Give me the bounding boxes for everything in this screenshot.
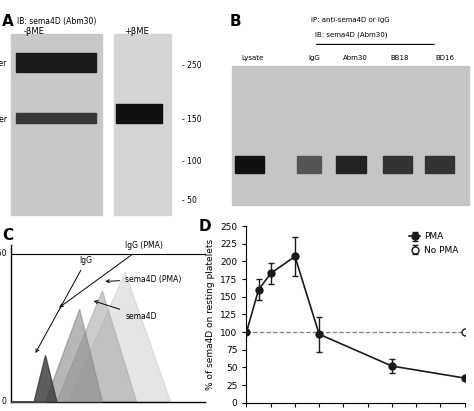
Text: - 50: - 50 [182,196,197,205]
Legend: PMA, No PMA: PMA, No PMA [408,231,460,257]
Bar [11,34,102,215]
Text: Dimer: Dimer [0,59,7,68]
Polygon shape [11,291,137,402]
Bar [235,155,264,173]
Text: A: A [2,14,14,30]
Bar [114,34,171,215]
Bar [16,113,96,123]
Text: B: B [230,14,242,30]
Text: - 250: - 250 [182,61,201,70]
Text: sema4D (PMA): sema4D (PMA) [106,275,182,284]
Text: Monomer: Monomer [0,115,7,124]
Text: BB18: BB18 [391,55,410,61]
Text: 0: 0 [2,397,7,406]
Text: +βME: +βME [124,27,149,36]
Polygon shape [11,309,102,402]
Text: C: C [2,228,13,243]
Text: IB: sema4D (Abm30): IB: sema4D (Abm30) [17,16,97,25]
Text: - 150: - 150 [182,115,201,124]
Text: - 100: - 100 [182,157,201,166]
Text: -βME: -βME [24,27,45,36]
Bar [425,155,454,173]
Bar [232,66,469,205]
Text: IgG: IgG [36,256,92,352]
Bar [383,155,412,173]
Text: sema4D: sema4D [95,301,156,321]
Polygon shape [11,356,57,402]
Polygon shape [11,272,171,402]
Text: Abm30: Abm30 [343,55,368,61]
Text: IP: anti-sema4D or IgG: IP: anti-sema4D or IgG [311,16,390,23]
Text: BD16: BD16 [435,55,454,61]
Text: Lysate: Lysate [241,55,263,61]
Text: IgG (PMA): IgG (PMA) [60,241,163,307]
Text: IgG: IgG [308,55,319,61]
Text: IB: sema4D (Abm30): IB: sema4D (Abm30) [315,32,387,38]
Text: 250: 250 [0,249,7,258]
Text: D: D [199,219,211,234]
Bar [16,53,96,72]
Bar [297,155,321,173]
Y-axis label: % of sema4D on resting platelets: % of sema4D on resting platelets [206,239,215,390]
Bar [336,155,365,173]
Bar [116,104,162,123]
